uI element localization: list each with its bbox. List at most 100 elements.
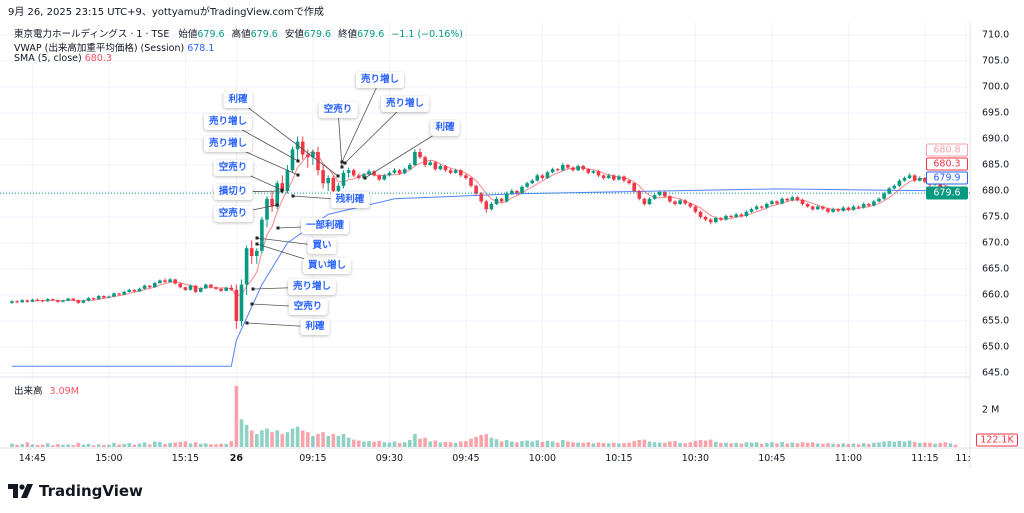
annotation-label[interactable]: 残利確 <box>330 192 370 208</box>
candle-body <box>576 166 580 171</box>
annotation-label[interactable]: 買い <box>307 238 337 254</box>
annotation-marker <box>255 236 259 240</box>
candle-body <box>137 288 142 292</box>
volume-bar <box>765 442 769 447</box>
candle <box>907 173 912 180</box>
time-tick: 11:15 <box>911 453 939 464</box>
volume-bar <box>688 442 693 447</box>
annotation-label[interactable]: 空売り <box>213 206 253 222</box>
volume-bar <box>61 444 65 447</box>
legend-vwap-row[interactable]: VWAP (出来高加重平均価格) (Session) 678.1 <box>14 40 214 54</box>
candle-body <box>448 170 453 173</box>
volume-bar <box>846 443 851 447</box>
volume-bar <box>132 444 137 447</box>
volume-bar <box>525 440 529 447</box>
low-label: 安値 <box>284 29 304 40</box>
volume-bar <box>76 442 81 447</box>
candle-body <box>836 209 840 211</box>
candle-body <box>703 217 708 220</box>
annotation-label[interactable]: 空売り <box>318 102 358 118</box>
volume-bar <box>841 443 846 447</box>
annotation-label[interactable]: 売り増し <box>355 72 405 88</box>
candle <box>117 292 121 296</box>
annotation-label[interactable]: 空売り <box>288 299 328 315</box>
annotation-label[interactable]: 利確 <box>300 319 330 335</box>
candle <box>775 200 779 206</box>
candle <box>423 155 427 168</box>
sma-path <box>32 150 956 302</box>
candle-body <box>693 206 698 212</box>
annotation-label[interactable]: 買い増し <box>302 258 352 274</box>
candle <box>647 197 652 206</box>
candle <box>785 197 789 202</box>
chart-canvas[interactable] <box>0 0 1024 475</box>
annotation-marker <box>245 321 249 325</box>
annotation-label[interactable]: 一部利確 <box>300 218 350 234</box>
candle-body <box>892 185 897 189</box>
volume-bar <box>816 443 820 447</box>
volume-bar <box>311 435 315 447</box>
candle-body <box>637 191 642 199</box>
volume-bar <box>861 443 866 447</box>
volume-bar <box>535 440 540 447</box>
annotation-label[interactable]: 利確 <box>223 92 253 108</box>
volume-bar <box>586 442 591 447</box>
candle <box>652 193 657 200</box>
candle <box>387 171 392 177</box>
candle <box>494 196 499 206</box>
candle <box>856 205 861 210</box>
candle-body <box>530 180 534 184</box>
time-tick: 10:45 <box>758 453 786 464</box>
volume-bar <box>40 444 45 447</box>
candle <box>15 300 19 304</box>
annotation-label[interactable]: 損切り <box>213 184 253 200</box>
candle <box>372 170 376 177</box>
volume-bar <box>561 439 565 447</box>
candle <box>601 174 606 180</box>
annotation-marker <box>276 226 280 230</box>
annotation-label[interactable]: 売り増し <box>380 96 430 112</box>
volume-bar <box>703 440 708 447</box>
candle <box>627 179 631 185</box>
candle <box>535 173 540 182</box>
price-tick: 660.0 <box>982 289 1010 301</box>
volume-bar <box>520 441 524 447</box>
candle-body <box>367 171 371 175</box>
volume-bar <box>673 441 677 447</box>
candle <box>673 200 677 206</box>
candle-body <box>683 200 687 204</box>
price-tick: 700.0 <box>982 81 1010 93</box>
candle-body <box>550 169 555 173</box>
candle <box>300 136 305 160</box>
tradingview-logo[interactable]: TradingView <box>8 482 143 500</box>
candle <box>831 207 835 213</box>
volume-legend[interactable]: 出来高 3.09M <box>14 383 79 397</box>
time-tick: 09:15 <box>299 453 327 464</box>
candle <box>178 283 183 289</box>
candle-body <box>346 170 351 173</box>
candle-body <box>397 170 402 174</box>
volume-bar <box>30 444 35 447</box>
candle <box>209 284 213 289</box>
candle <box>637 189 642 201</box>
volume-bar <box>856 444 861 447</box>
annotation-label[interactable]: 利確 <box>430 120 460 136</box>
annotation-marker <box>291 194 295 198</box>
candle <box>408 162 412 171</box>
candle-body <box>117 293 121 295</box>
annotation-label[interactable]: 売り増し <box>203 114 253 130</box>
legend-sma-row[interactable]: SMA (5, close) 680.3 <box>14 53 112 64</box>
candle-body <box>413 152 417 165</box>
candle <box>51 298 55 302</box>
candle <box>142 284 147 290</box>
volume-bar <box>188 443 193 447</box>
annotation-label[interactable]: 売り増し <box>203 136 253 152</box>
volume-bar <box>775 443 779 447</box>
candle <box>290 146 295 173</box>
annotation-label[interactable]: 空売り <box>213 160 253 176</box>
candle-body <box>249 248 254 256</box>
annotation-label[interactable]: 売り増し <box>287 279 337 295</box>
candle-body <box>423 157 427 165</box>
volume-bar <box>397 442 402 447</box>
candle <box>224 286 228 292</box>
